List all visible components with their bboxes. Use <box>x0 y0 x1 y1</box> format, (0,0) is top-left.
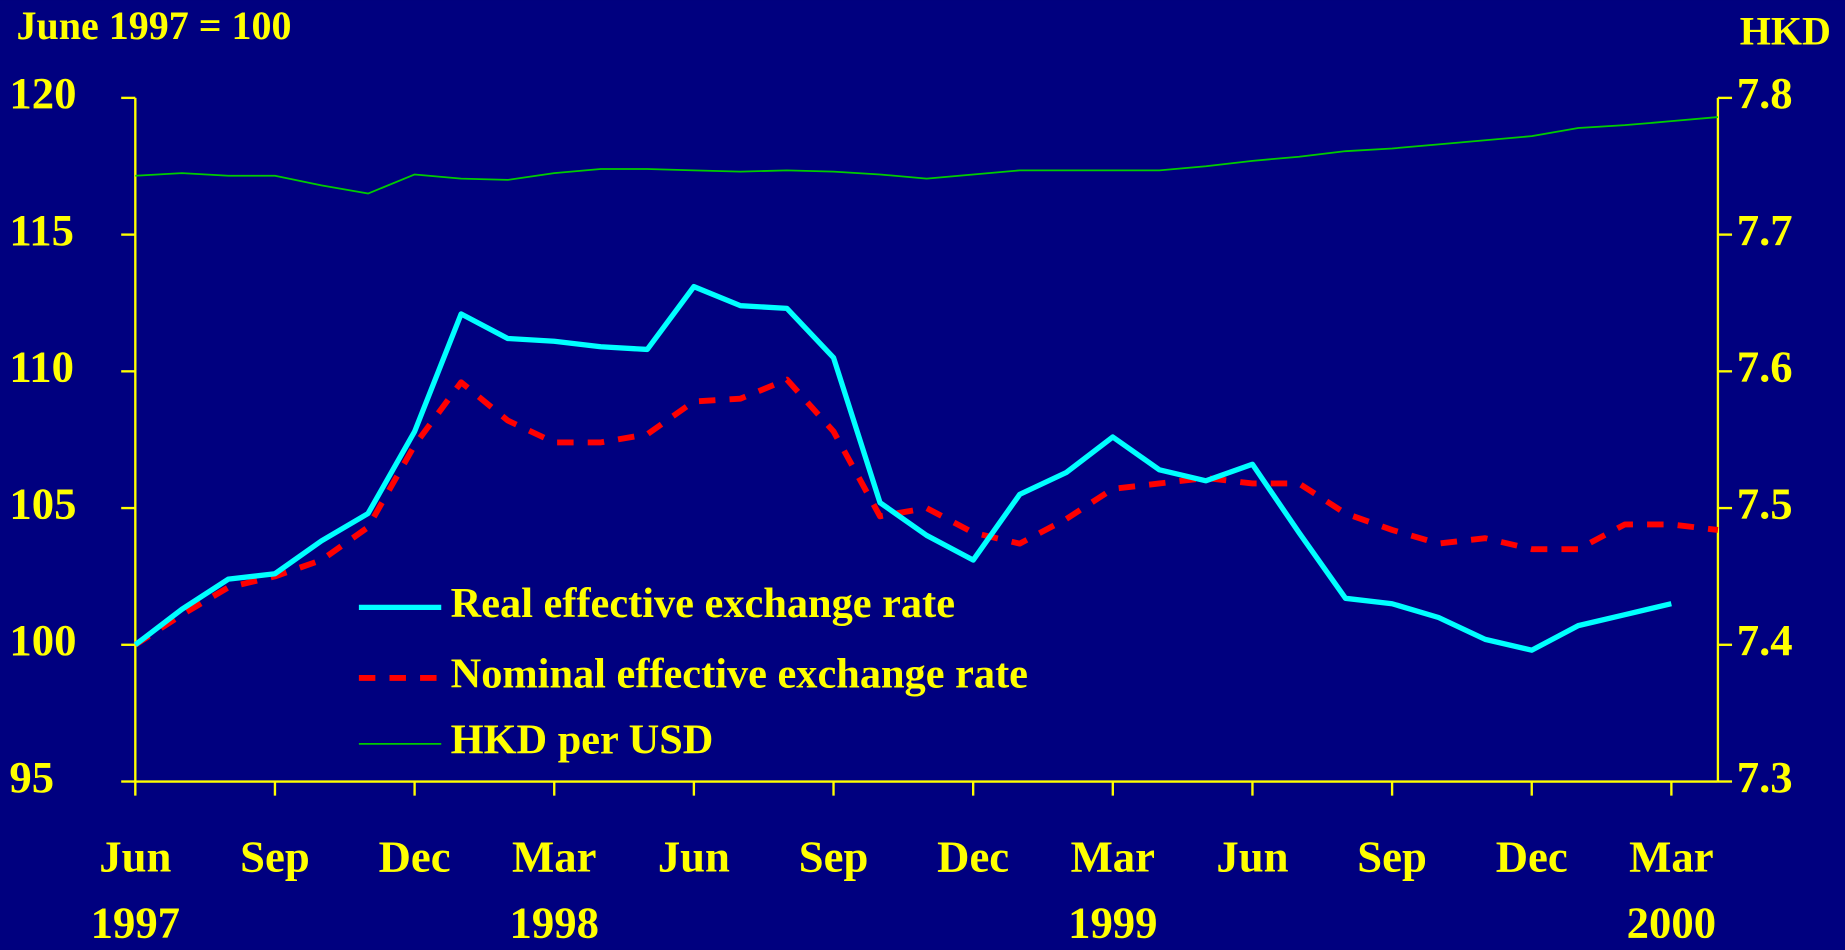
x-tick-label: Dec <box>937 832 1009 882</box>
x-tick-label: Sep <box>240 832 310 882</box>
y2-tick-label: 7.6 <box>1737 342 1793 392</box>
y2-tick-label: 7.3 <box>1737 752 1793 802</box>
x-tick-label: Dec <box>1496 832 1568 882</box>
series-line <box>133 283 1672 653</box>
y2-tick-label: 7.5 <box>1737 478 1793 528</box>
y-tick-label: 95 <box>9 752 54 802</box>
y-tick-label: 100 <box>9 615 76 665</box>
y-axis-label: June 1997 = 100 <box>16 3 291 48</box>
x-tick-label: Sep <box>799 832 869 882</box>
x-tick-label: Mar 1999 <box>1068 832 1157 948</box>
x-tick-label: Dec <box>379 832 451 882</box>
legend-label: Real effective exchange rate <box>451 580 955 627</box>
legend-label: Nominal effective exchange rate <box>451 651 1028 698</box>
y-tick-label: 120 <box>9 68 76 118</box>
x-tick-label: Mar 2000 <box>1627 832 1716 948</box>
x-tick-label: Sep <box>1357 832 1427 882</box>
y2-axis-label: HKD <box>1740 9 1831 54</box>
legend-label: HKD per USD <box>451 717 714 764</box>
x-tick-label: Jun <box>658 832 730 882</box>
y-tick-label: 115 <box>9 205 74 255</box>
x-tick-label: Jun 1997 <box>91 832 180 948</box>
y2-tick-label: 7.8 <box>1737 68 1793 118</box>
series-line <box>133 376 1719 648</box>
x-tick-label: Jun <box>1216 832 1288 882</box>
y-tick-label: 105 <box>9 478 76 528</box>
y2-tick-label: 7.4 <box>1737 615 1793 665</box>
x-tick-label: Mar 1998 <box>510 832 599 948</box>
y-tick-label: 110 <box>9 342 74 392</box>
series-line <box>135 116 1718 195</box>
y2-tick-label: 7.7 <box>1737 205 1793 255</box>
